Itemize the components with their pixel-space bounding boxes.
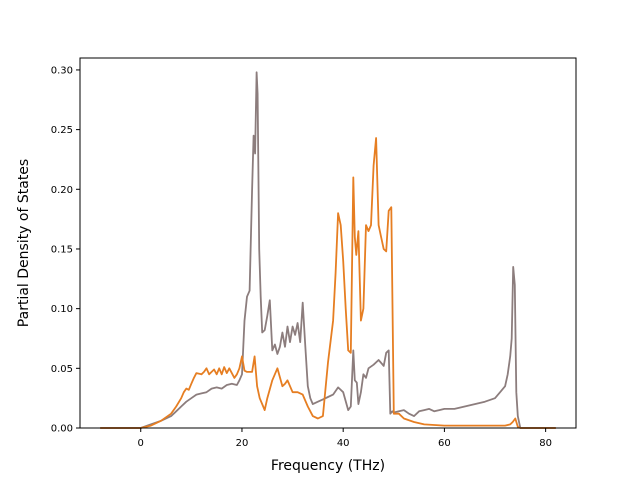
x-tick-label: 80 <box>539 438 552 449</box>
y-tick-label: 0.00 <box>51 424 73 435</box>
x-tick-label: 20 <box>236 438 249 449</box>
axes-frame <box>79 57 577 429</box>
series-layer <box>100 71 556 429</box>
ticks-layer: 0 20 40 60 80 0.00 0.05 0.10 0.15 0.20 0.25 0.30 <box>51 65 552 449</box>
y-tick-label: 0.10 <box>51 304 73 315</box>
x-tick-label: 0 <box>138 438 144 449</box>
y-tick-label: 0.25 <box>51 125 73 136</box>
y-tick-label: 0.30 <box>51 65 73 76</box>
y-tick-label: 0.05 <box>51 364 73 375</box>
x-tick-label: 60 <box>438 438 451 449</box>
series-line-2 <box>100 137 556 429</box>
y-tick-label: 0.15 <box>51 244 73 255</box>
x-axis-label: Frequency (THz) <box>271 458 385 474</box>
x-tick-label: 40 <box>337 438 350 449</box>
y-tick-label: 0.20 <box>51 185 73 196</box>
series-line-1 <box>100 71 556 429</box>
y-axis-label: Partial Density of States <box>16 159 32 327</box>
